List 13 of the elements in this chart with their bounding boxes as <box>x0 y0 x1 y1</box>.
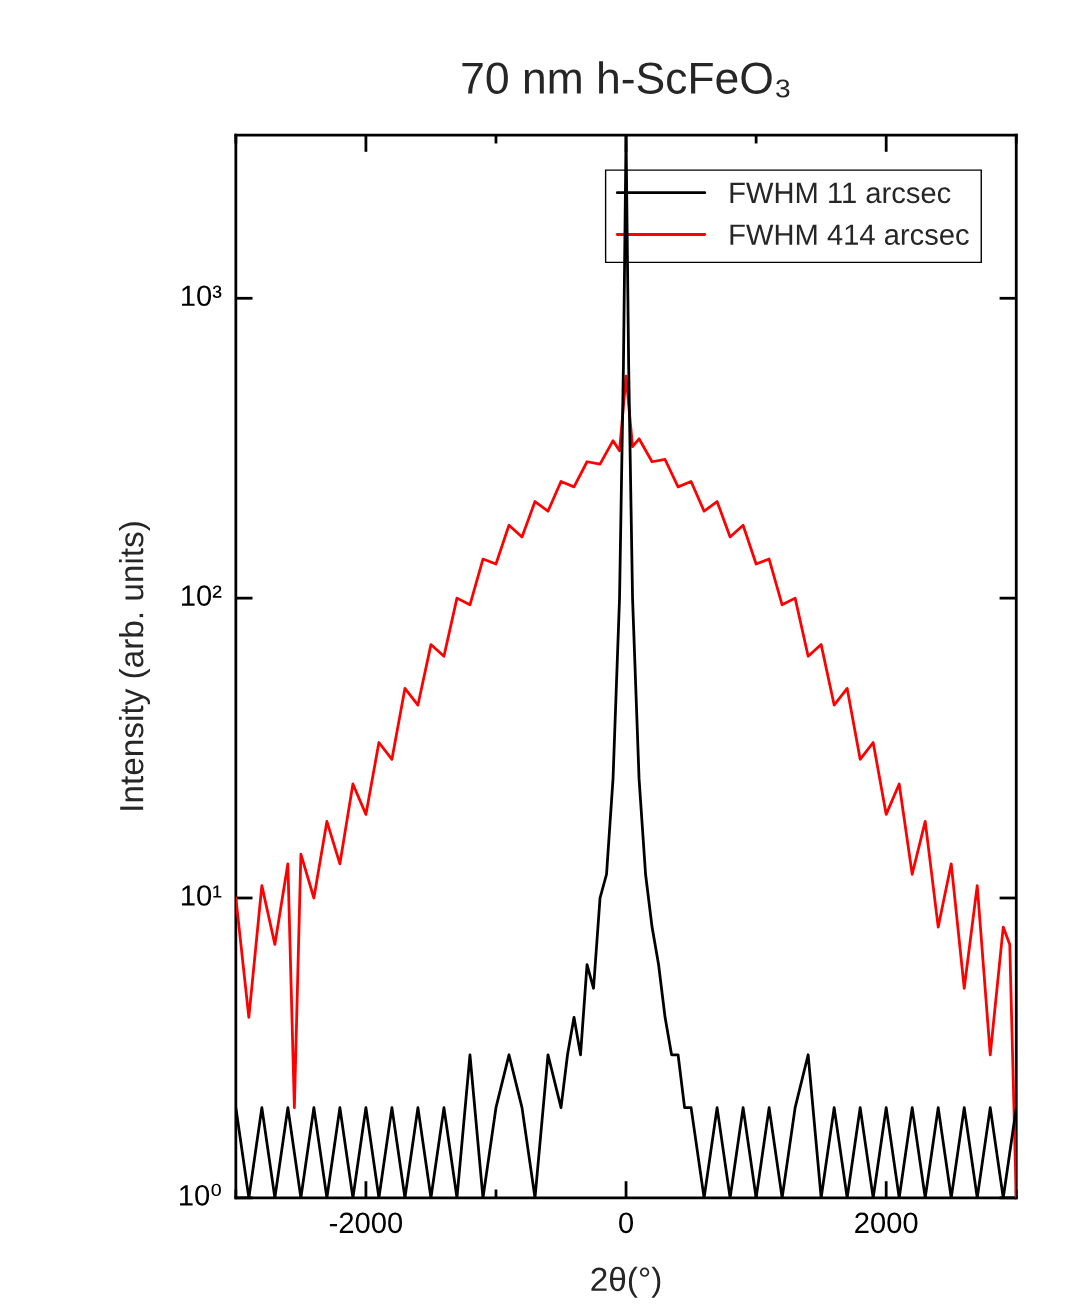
x-tick-label: 2000 <box>855 1212 918 1234</box>
x-tick-label: -2000 <box>329 1212 403 1234</box>
legend-label: FWHM 11 arcsec <box>730 182 951 204</box>
y-axis-title: Intensity (arb. units) <box>118 522 151 810</box>
x-tick-label: 0 <box>619 1212 634 1234</box>
y-tick-label: 10² <box>182 585 222 606</box>
line-series <box>235 135 1017 1198</box>
legend-label: FWHM 414 arcsec <box>730 224 969 245</box>
y-tick-label: 10¹ <box>182 885 222 906</box>
y-tick-label: 10⁰ <box>180 1183 221 1206</box>
y-tick-label: 10³ <box>182 285 222 307</box>
x-axis-title: 2θ(°) <box>591 1266 661 1298</box>
chart-title: 70 nm h-ScFeO₃ <box>462 61 790 98</box>
